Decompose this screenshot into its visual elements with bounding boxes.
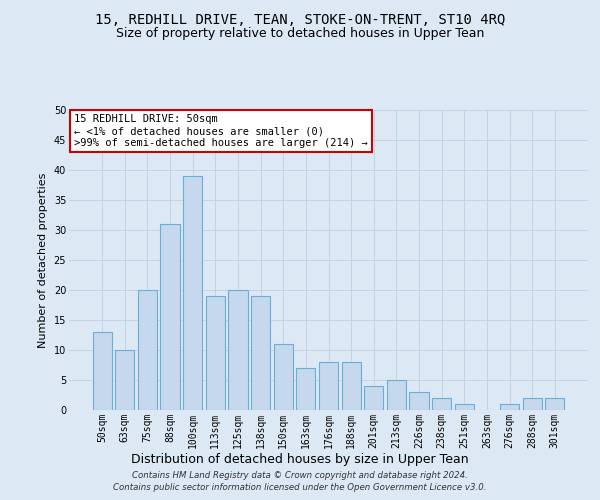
Text: 15, REDHILL DRIVE, TEAN, STOKE-ON-TRENT, ST10 4RQ: 15, REDHILL DRIVE, TEAN, STOKE-ON-TRENT,… bbox=[95, 12, 505, 26]
Bar bbox=[138, 290, 157, 410]
Bar bbox=[115, 350, 134, 410]
Bar bbox=[387, 380, 406, 410]
Text: Size of property relative to detached houses in Upper Tean: Size of property relative to detached ho… bbox=[116, 28, 484, 40]
Text: Contains HM Land Registry data © Crown copyright and database right 2024.
Contai: Contains HM Land Registry data © Crown c… bbox=[113, 471, 487, 492]
Bar bbox=[523, 398, 542, 410]
Bar bbox=[432, 398, 451, 410]
Bar bbox=[500, 404, 519, 410]
Bar bbox=[455, 404, 474, 410]
Bar bbox=[274, 344, 293, 410]
Text: 15 REDHILL DRIVE: 50sqm
← <1% of detached houses are smaller (0)
>99% of semi-de: 15 REDHILL DRIVE: 50sqm ← <1% of detache… bbox=[74, 114, 368, 148]
Bar bbox=[409, 392, 428, 410]
Bar bbox=[92, 332, 112, 410]
Bar bbox=[296, 368, 316, 410]
Text: Distribution of detached houses by size in Upper Tean: Distribution of detached houses by size … bbox=[131, 452, 469, 466]
Bar bbox=[183, 176, 202, 410]
Bar bbox=[319, 362, 338, 410]
Bar bbox=[229, 290, 248, 410]
Bar bbox=[160, 224, 180, 410]
Bar bbox=[364, 386, 383, 410]
Bar bbox=[545, 398, 565, 410]
Bar bbox=[341, 362, 361, 410]
Bar bbox=[206, 296, 225, 410]
Bar bbox=[251, 296, 270, 410]
Y-axis label: Number of detached properties: Number of detached properties bbox=[38, 172, 48, 348]
